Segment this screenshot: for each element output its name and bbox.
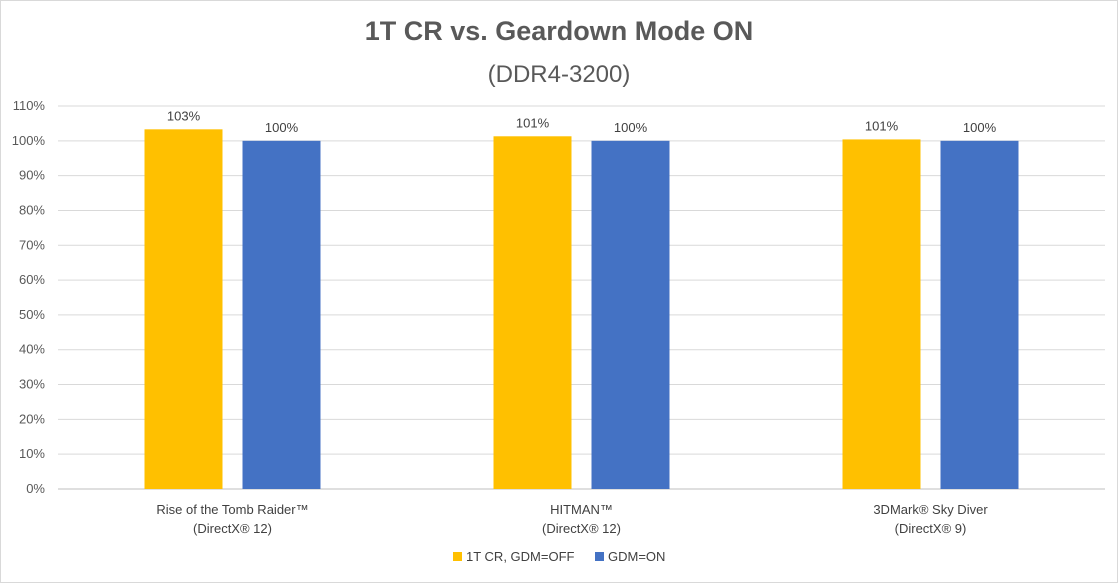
y-tick-label: 70% (19, 237, 45, 252)
y-tick-label: 20% (19, 411, 45, 426)
y-tick-label: 110% (13, 98, 46, 113)
chart-title: 1T CR vs. Geardown Mode ON (365, 16, 754, 46)
bar (493, 136, 572, 490)
y-tick-label: 40% (19, 342, 45, 357)
y-tick-label: 100% (12, 133, 46, 148)
y-tick-label: 30% (19, 377, 45, 392)
x-category-label: (DirectX® 12) (542, 521, 621, 536)
bar (842, 139, 921, 489)
y-tick-label: 60% (19, 272, 45, 287)
x-category-label: (DirectX® 12) (193, 521, 272, 536)
bar-data-label: 103% (167, 108, 201, 123)
y-tick-label: 50% (19, 307, 45, 322)
bar-data-label: 101% (516, 115, 550, 130)
bar (242, 140, 321, 489)
legend-label: 1T CR, GDM=OFF (466, 549, 575, 564)
bar-data-label: 100% (614, 120, 648, 135)
x-category-label: Rise of the Tomb Raider™ (156, 502, 308, 517)
x-category-label: (DirectX® 9) (895, 521, 967, 536)
y-tick-label: 0% (26, 481, 45, 496)
bar-data-label: 100% (265, 120, 299, 135)
y-tick-label: 90% (19, 168, 45, 183)
legend-swatch (595, 552, 604, 561)
legend-swatch (453, 552, 462, 561)
y-tick-label: 80% (19, 202, 45, 217)
bar (591, 140, 670, 489)
bar (144, 129, 223, 489)
chart-subtitle: (DDR4-3200) (488, 61, 631, 88)
bar (940, 140, 1019, 489)
x-category-label: 3DMark® Sky Diver (873, 502, 988, 517)
x-category-label: HITMAN™ (550, 502, 613, 517)
y-tick-label: 10% (19, 446, 45, 461)
legend-label: GDM=ON (608, 549, 665, 564)
bar-data-label: 101% (865, 118, 899, 133)
bar-data-label: 100% (963, 120, 997, 135)
